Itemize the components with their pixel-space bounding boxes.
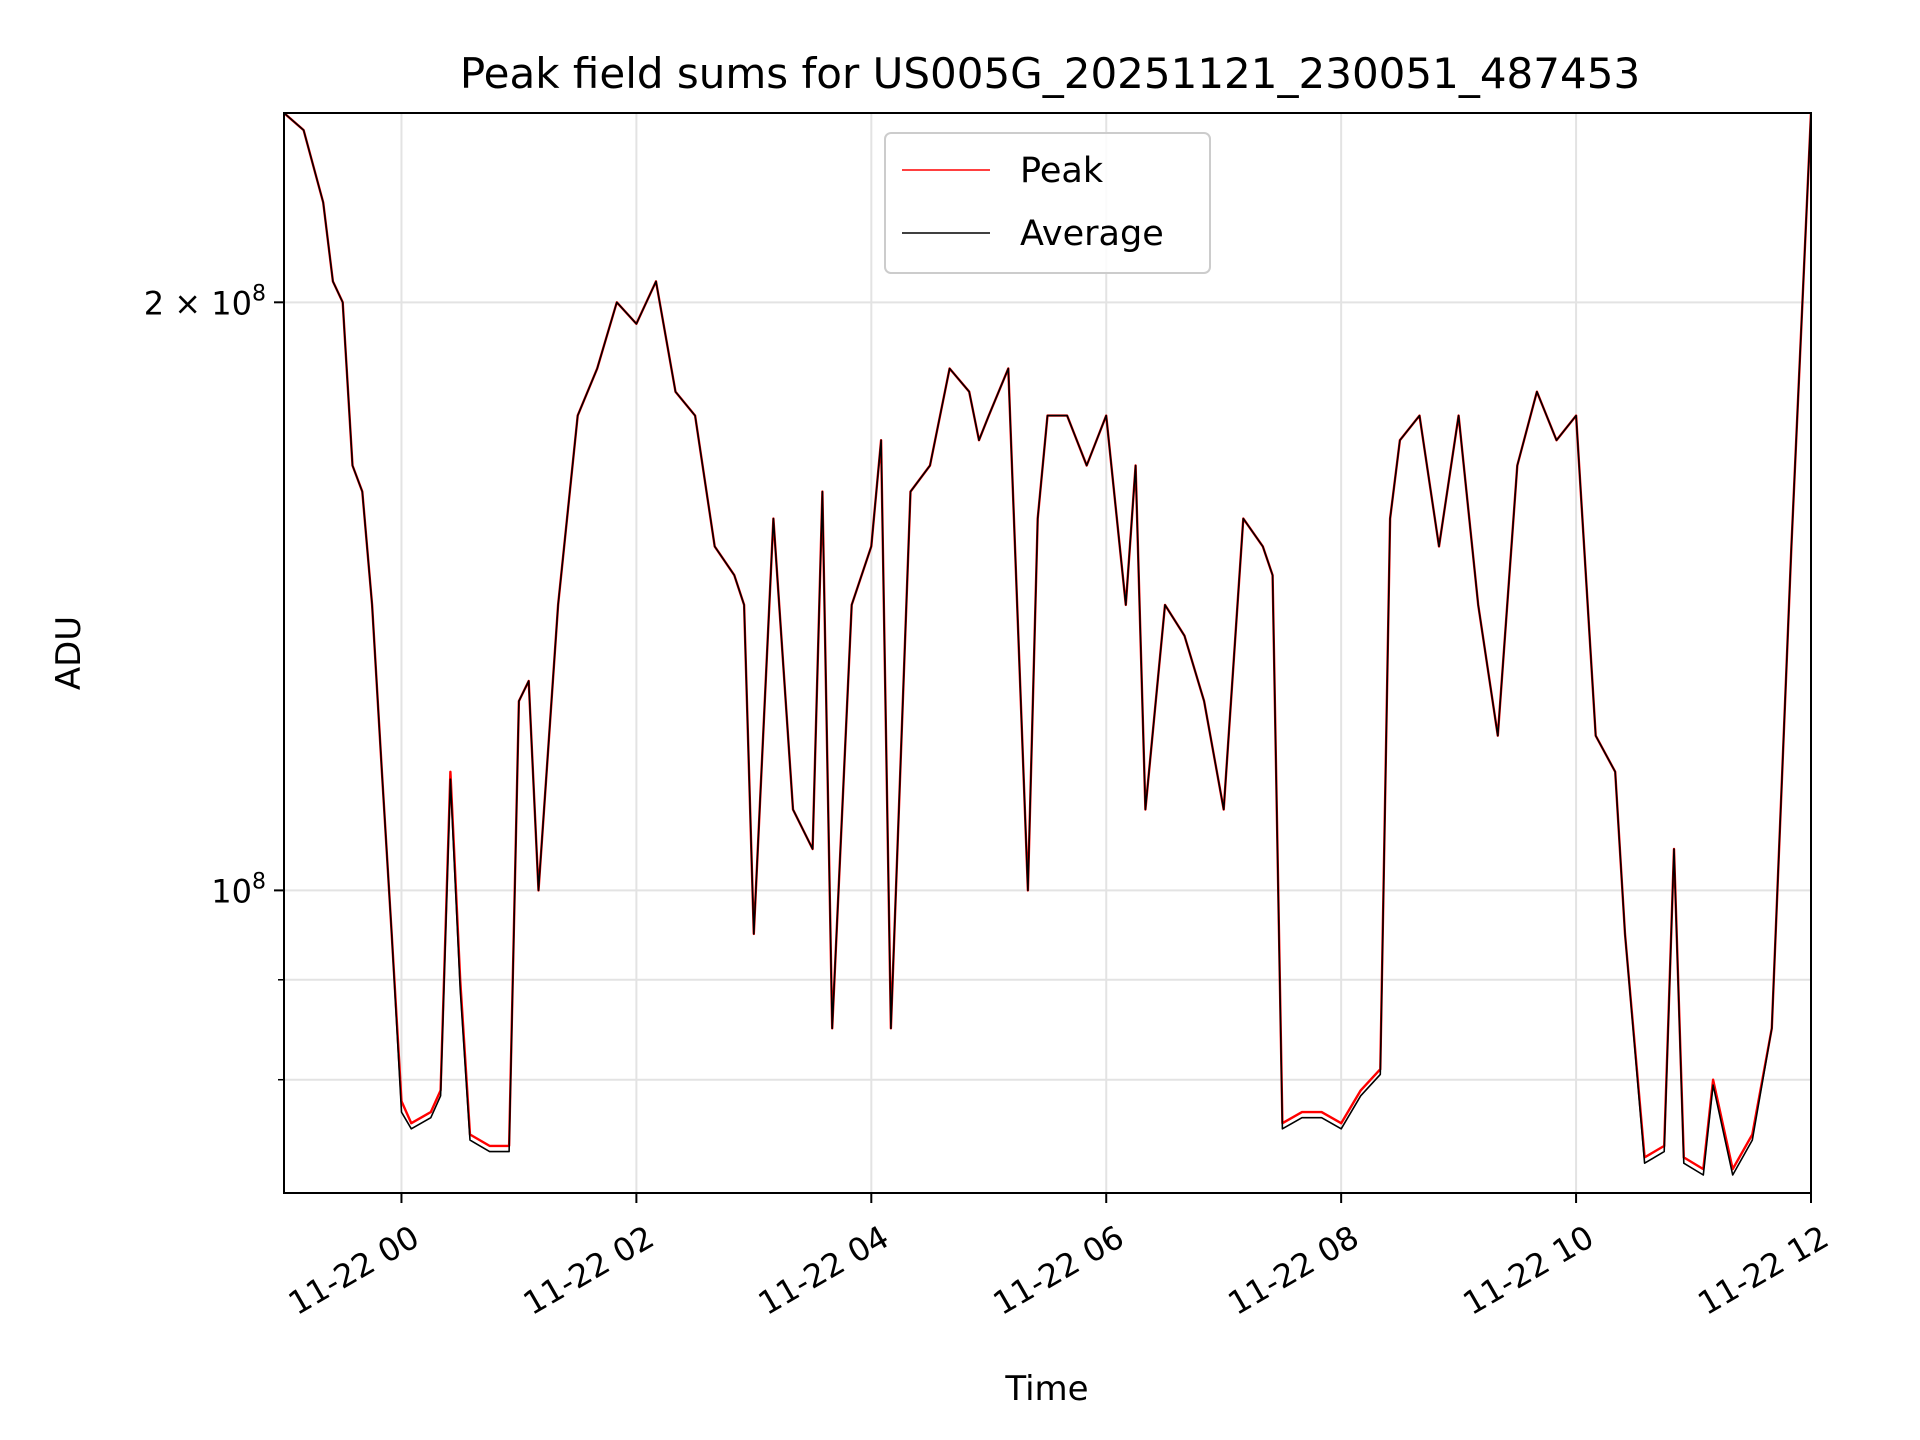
y-tick-label: 2 × 108 [144,281,266,322]
legend: Peak Average [884,132,1211,274]
y-tick-label: 108 [211,869,266,910]
y-tick-base: 10 [211,284,252,322]
y-tick-exponent: 8 [252,281,266,306]
chart-title: Peak field sums for US005G_20251121_2300… [460,49,1640,98]
y-tick-base: 2 × [144,284,212,322]
legend-box [884,132,1211,274]
legend-label-average: Average [1020,214,1164,254]
y-tick-exponent: 8 [252,869,266,894]
y-tick-base: 10 [211,872,252,910]
y-axis-label: ADU [49,616,89,690]
plot-frame [283,112,1812,1194]
legend-label-peak: Peak [1020,151,1104,191]
series-line-average [284,113,1811,1176]
series-layer [284,113,1811,1176]
x-axis-label: Time [1004,1369,1088,1409]
